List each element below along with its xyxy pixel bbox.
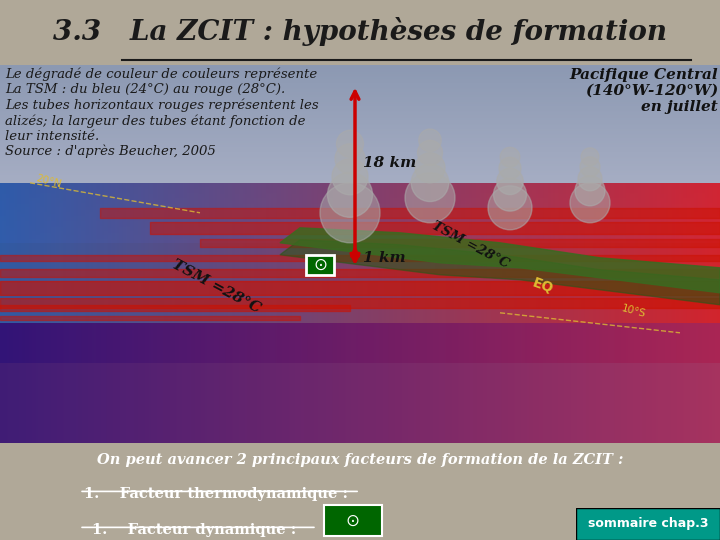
Circle shape (335, 144, 365, 174)
Text: 18 km: 18 km (363, 156, 416, 170)
Circle shape (336, 130, 364, 157)
Text: ⊙: ⊙ (313, 256, 327, 274)
Text: 1.    Facteur thermodynamique :: 1. Facteur thermodynamique : (84, 487, 348, 501)
Circle shape (320, 183, 380, 243)
Circle shape (581, 148, 599, 166)
Text: TSM =28°C: TSM =28°C (430, 219, 512, 271)
Circle shape (411, 164, 449, 201)
FancyBboxPatch shape (324, 505, 382, 536)
Text: Le dégradé de couleur de couleurs représente
La TSM : du bleu (24°C) au rouge (2: Le dégradé de couleur de couleurs représ… (5, 68, 319, 158)
Circle shape (500, 147, 520, 167)
Polygon shape (280, 228, 720, 293)
Text: ⊙: ⊙ (346, 511, 360, 530)
Text: 3.3   La ZCIT : hypothèses de formation: 3.3 La ZCIT : hypothèses de formation (53, 17, 667, 45)
FancyBboxPatch shape (576, 508, 720, 540)
Circle shape (493, 178, 526, 211)
FancyBboxPatch shape (306, 255, 334, 275)
Text: 1 km: 1 km (363, 251, 405, 265)
Text: sommaire chap.3: sommaire chap.3 (588, 517, 708, 530)
Circle shape (328, 172, 372, 217)
Circle shape (415, 153, 445, 183)
Circle shape (570, 183, 610, 223)
Circle shape (575, 176, 605, 206)
Text: 20°N: 20°N (35, 173, 63, 190)
Circle shape (578, 167, 602, 191)
Text: 10°S: 10°S (620, 303, 647, 320)
Circle shape (499, 157, 521, 179)
Circle shape (488, 186, 532, 230)
Circle shape (497, 168, 523, 194)
Text: On peut avancer 2 principaux facteurs de formation de la ZCIT :: On peut avancer 2 principaux facteurs de… (96, 453, 624, 467)
Text: 1.    Facteur dynamique :: 1. Facteur dynamique : (92, 523, 297, 537)
Circle shape (332, 159, 368, 195)
Circle shape (405, 173, 455, 223)
Circle shape (419, 129, 441, 152)
Polygon shape (280, 240, 720, 305)
Text: Pacifique Central
(140°W-120°W)
en juillet: Pacifique Central (140°W-120°W) en juill… (570, 68, 718, 114)
Text: EQ: EQ (530, 275, 555, 296)
Circle shape (580, 157, 600, 177)
Text: TSM =28°C: TSM =28°C (170, 258, 264, 316)
Circle shape (418, 140, 443, 165)
